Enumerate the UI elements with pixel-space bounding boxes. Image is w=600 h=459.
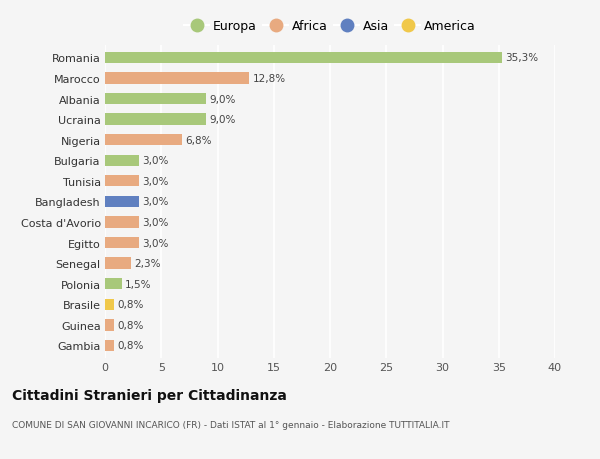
Legend: Europa, Africa, Asia, America: Europa, Africa, Asia, America [184, 21, 476, 34]
Bar [105, 114, 206, 125]
Text: 3,0%: 3,0% [142, 176, 169, 186]
Text: 3,0%: 3,0% [142, 218, 169, 228]
Text: 6,8%: 6,8% [185, 135, 211, 146]
Bar [105, 237, 139, 249]
Text: 35,3%: 35,3% [505, 53, 539, 63]
Text: 3,0%: 3,0% [142, 197, 169, 207]
Text: 0,8%: 0,8% [118, 300, 144, 310]
Bar [105, 217, 139, 228]
Bar [105, 53, 502, 64]
Text: 0,8%: 0,8% [118, 341, 144, 351]
Bar [105, 94, 206, 105]
Text: 1,5%: 1,5% [125, 279, 152, 289]
Bar [105, 134, 182, 146]
Bar [105, 340, 114, 351]
Bar [105, 319, 114, 331]
Bar [105, 73, 249, 84]
Bar [105, 155, 139, 167]
Text: 3,0%: 3,0% [142, 238, 169, 248]
Bar [105, 279, 122, 290]
Bar [105, 176, 139, 187]
Text: 2,3%: 2,3% [134, 258, 161, 269]
Text: 9,0%: 9,0% [209, 115, 236, 125]
Bar [105, 196, 139, 207]
Bar [105, 258, 131, 269]
Text: 12,8%: 12,8% [253, 74, 286, 84]
Text: COMUNE DI SAN GIOVANNI INCARICO (FR) - Dati ISTAT al 1° gennaio - Elaborazione T: COMUNE DI SAN GIOVANNI INCARICO (FR) - D… [12, 420, 449, 429]
Text: 3,0%: 3,0% [142, 156, 169, 166]
Text: 0,8%: 0,8% [118, 320, 144, 330]
Bar [105, 299, 114, 310]
Text: 9,0%: 9,0% [209, 94, 236, 104]
Text: Cittadini Stranieri per Cittadinanza: Cittadini Stranieri per Cittadinanza [12, 388, 287, 402]
